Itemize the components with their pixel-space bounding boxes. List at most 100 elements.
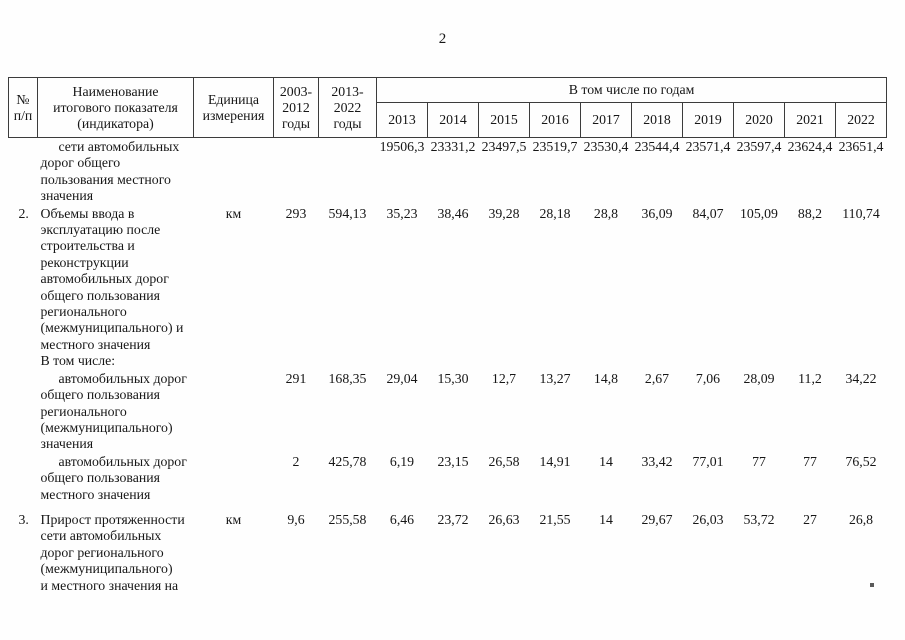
total-2003-2012-cell: 2: [292, 453, 300, 469]
year-value-cell-2017: 28,8: [593, 205, 619, 221]
year-header-2022: 2022: [834, 102, 888, 138]
year-value-cell-2015: 39,28: [488, 205, 520, 221]
indicators-table: № п/п Наименование итогового показателя …: [8, 77, 888, 594]
header-indicator-name: Наименование итогового показателя (индик…: [37, 77, 194, 138]
year-value-cell-2013: 6,19: [389, 453, 415, 469]
year-value-cell-2015: 12,7: [491, 370, 517, 386]
year-value-cell-2022: 23651,4: [838, 139, 884, 154]
year-header-2014: 2014: [427, 102, 479, 138]
total-2003-2012-cell: [274, 138, 319, 205]
year-value-cell-2016: 23519,7: [532, 139, 578, 154]
year-value-cell-2021: 23624,4: [787, 139, 833, 154]
year-value-cell-2020: 28,09: [743, 370, 775, 386]
year-value-cell-2016: 13,27: [539, 370, 571, 386]
header-years-group: В том числе по годам: [375, 77, 888, 103]
table-row: 3. Прирост протяженности сети автомобильн…: [9, 503, 887, 594]
row-number-cell: 3.: [18, 511, 29, 527]
year-value-cell-2020: 105,09: [740, 205, 778, 221]
total-2003-2012-cell: 293: [285, 205, 307, 221]
header-period-2013-2022: 2013- 2022 годы: [318, 77, 377, 138]
row-number-cell: [9, 370, 38, 453]
year-value-cell-2016: 14,91: [539, 453, 571, 469]
total-2013-2022-cell: 425,78: [328, 453, 367, 469]
year-value-cell-2018: 33,42: [641, 453, 673, 469]
indicator-name-cell: сети автомобильных дорог общего пользова…: [40, 139, 180, 204]
indicator-name-cell: автомобильных дорог общего пользования р…: [40, 370, 187, 452]
year-value-cell-2022: 110,74: [842, 205, 880, 221]
scan-artifact-dot: [870, 583, 874, 587]
year-header-row: 2013 2014 2015 2016 2017 2018 2019 2020 2021 2022: [9, 102, 888, 138]
indicator-name-cell: Объемы ввода в эксплуатацию после строит…: [40, 205, 184, 369]
year-value-cell-2018: 36,09: [641, 205, 673, 221]
year-value-cell-2019: 77,01: [692, 453, 724, 469]
year-value-cell-2013: 35,23: [386, 205, 418, 221]
unit-cell: км: [225, 511, 242, 527]
year-header-2021: 2021: [784, 102, 836, 138]
year-value-cell-2013: 29,04: [386, 370, 418, 386]
year-value-cell-2013: 6,46: [389, 511, 415, 527]
year-value-cell-2018: 23544,4: [634, 139, 680, 154]
year-value-cell-2016: 28,18: [539, 205, 571, 221]
year-value-cell-2014: 23331,2: [430, 139, 476, 154]
row-number-cell: [9, 453, 38, 503]
year-value-cell-2021: 88,2: [797, 205, 823, 221]
year-header-2019: 2019: [682, 102, 734, 138]
year-value-cell-2014: 38,46: [437, 205, 469, 221]
year-value-cell-2020: 77: [752, 453, 766, 469]
year-value-cell-2014: 15,30: [437, 370, 469, 386]
year-value-cell-2022: 76,52: [845, 453, 877, 469]
year-value-cell-2022: 26,8: [848, 511, 874, 527]
year-value-cell-2020: 53,72: [743, 511, 775, 527]
year-value-cell-2014: 23,72: [437, 511, 469, 527]
year-header-2018: 2018: [631, 102, 683, 138]
year-header-2015: 2015: [478, 102, 530, 138]
unit-cell: [194, 138, 274, 205]
year-header-2016: 2016: [529, 102, 581, 138]
total-2013-2022-cell: 255,58: [328, 511, 367, 527]
year-value-cell-2016: 21,55: [539, 511, 571, 527]
total-2003-2012-cell: 291: [285, 370, 307, 386]
year-value-cell-2022: 34,22: [845, 370, 877, 386]
year-value-cell-2017: 14: [599, 453, 613, 469]
year-header-2013: 2013: [376, 102, 428, 138]
year-value-cell-2014: 23,15: [437, 453, 469, 469]
year-header-2020: 2020: [733, 102, 785, 138]
year-value-cell-2021: 27: [803, 511, 817, 527]
total-2003-2012-cell: 9,6: [287, 511, 305, 527]
year-header-2017: 2017: [580, 102, 632, 138]
header-period-2003-2012: 2003- 2012 годы: [273, 77, 319, 138]
table-row: автомобильных дорог общего пользования м…: [9, 453, 887, 503]
unit-cell: [194, 370, 274, 453]
year-value-cell-2021: 11,2: [798, 370, 822, 386]
year-value-cell-2015: 23497,5: [481, 139, 527, 154]
total-2013-2022-cell: 594,13: [328, 205, 367, 221]
unit-cell: км: [225, 205, 242, 221]
year-value-cell-2017: 23530,4: [583, 139, 629, 154]
table-row: сети автомобильных дорог общего пользова…: [9, 138, 887, 205]
table-row: 2. Объемы ввода в эксплуатацию после стро…: [9, 205, 887, 370]
row-number-cell: [9, 138, 38, 205]
year-value-cell-2018: 29,67: [641, 511, 673, 527]
total-2013-2022-cell: 168,35: [328, 370, 367, 386]
year-value-cell-2020: 23597,4: [736, 139, 782, 154]
year-value-cell-2015: 26,58: [488, 453, 520, 469]
total-2013-2022-cell: [319, 138, 377, 205]
year-value-cell-2013: 19506,3: [379, 139, 425, 154]
year-value-cell-2017: 14,8: [593, 370, 619, 386]
year-value-cell-2015: 26,63: [488, 511, 520, 527]
header-unit: Единица измерения: [193, 77, 274, 138]
year-value-cell-2018: 2,67: [644, 370, 670, 386]
indicator-name-cell: автомобильных дорог общего пользования м…: [40, 453, 187, 502]
unit-cell: [194, 453, 274, 503]
year-value-cell-2019: 23571,4: [685, 139, 731, 154]
year-value-cell-2019: 7,06: [695, 370, 721, 386]
page-number: 2: [438, 31, 447, 47]
indicator-name-cell: Прирост протяженности сети автомобильных…: [40, 511, 185, 593]
table-row: автомобильных дорог общего пользования р…: [9, 370, 887, 453]
year-value-cell-2019: 84,07: [692, 205, 724, 221]
header-num: № п/п: [8, 77, 38, 138]
year-value-cell-2021: 77: [803, 453, 817, 469]
row-number-cell: 2.: [18, 205, 29, 221]
year-value-cell-2017: 14: [599, 511, 613, 527]
